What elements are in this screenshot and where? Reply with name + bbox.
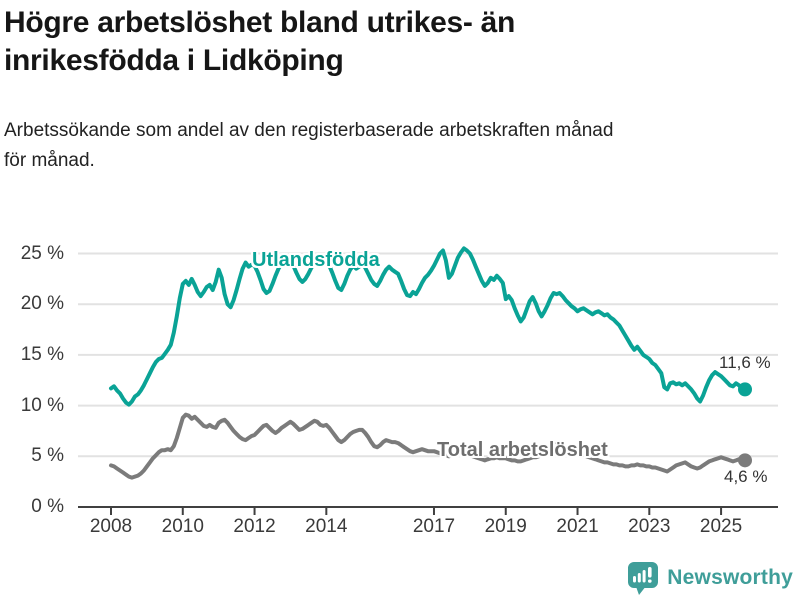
logo-bar-3 (642, 570, 646, 583)
x-tick-label: 2021 (556, 516, 599, 537)
y-tick-label: 10 % (20, 394, 64, 416)
series-line-1 (109, 246, 747, 407)
logo-bar-1 (633, 576, 637, 583)
x-tick-label: 2012 (233, 516, 276, 537)
x-tick-label: 2008 (89, 516, 133, 537)
series-end-dot-1 (738, 382, 752, 397)
y-tick-label: 15 % (20, 343, 64, 365)
y-tick-label: 20 % (20, 293, 64, 315)
brand-name: Newsworthy (667, 566, 793, 589)
chart-subtitle: Arbetssökande som andel av den registerb… (4, 116, 796, 176)
chart-title-line1: Högre arbetslöshet bland utrikes- än (4, 6, 515, 39)
series-label-total: Total arbetslöshet (437, 439, 608, 461)
x-tick-label: 2023 (628, 516, 671, 537)
y-tick-label: 25 % (20, 242, 64, 264)
newsworthy-logo-icon (628, 562, 659, 595)
chart-subtitle-line2: för månad. (4, 150, 95, 171)
brand-footer: Newsworthy (626, 560, 793, 596)
logo-bar-2 (638, 573, 642, 583)
x-tick-label: 2010 (161, 516, 204, 537)
y-tick-label: 5 % (31, 445, 64, 467)
series-label-utlandsfodda: Utlandsfödda (252, 249, 380, 271)
x-tick-label: 2025 (699, 516, 743, 537)
x-tick-label: 2014 (305, 516, 348, 537)
end-value-label-utlandsfodda: 11,6 % (719, 353, 771, 372)
x-tick-label: 2017 (412, 516, 456, 537)
logo-exclamation-dot (648, 579, 652, 583)
end-value-label-total: 4,6 % (724, 467, 768, 486)
logo-exclamation-bar (648, 567, 652, 578)
chart-title-line2: inrikesfödda i Lidköping (4, 44, 344, 77)
chart-subtitle-line1: Arbetssökande som andel av den registerb… (4, 120, 614, 141)
series-line-0 (109, 412, 747, 480)
series-end-dot-0 (738, 453, 752, 468)
x-tick-label: 2019 (484, 516, 527, 537)
chart-title: Högre arbetslöshet bland utrikes- än inr… (4, 4, 664, 80)
y-tick-label: 0 % (31, 496, 64, 517)
